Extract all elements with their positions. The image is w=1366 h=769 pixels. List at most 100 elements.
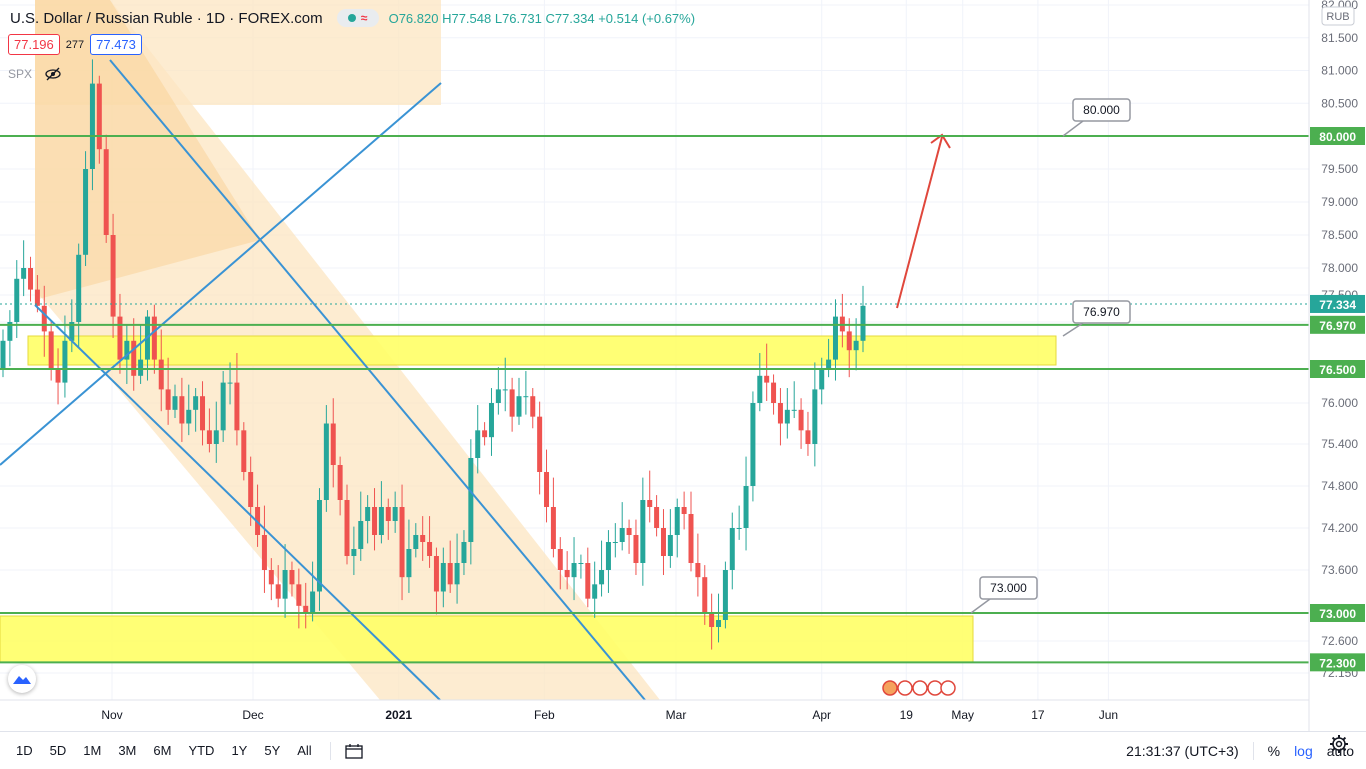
range-3m[interactable]: 3M	[118, 743, 137, 758]
price-level-badge	[1310, 294, 1365, 313]
range-1m[interactable]: 1M	[83, 743, 102, 758]
candle-body	[654, 507, 660, 528]
candle-body	[62, 340, 68, 383]
candle-body	[488, 403, 494, 438]
candle-body	[716, 620, 722, 627]
price-tick-label: 75.400	[1321, 437, 1358, 451]
price-tick-label: 79.500	[1321, 162, 1358, 176]
candle-body	[750, 403, 756, 486]
time-tick-label: 19	[900, 708, 914, 722]
candle-body	[647, 500, 653, 507]
range-1y[interactable]: 1Y	[231, 743, 248, 758]
log-scale-button[interactable]: log	[1294, 742, 1313, 759]
candle-body	[612, 542, 618, 543]
price-level-badge	[1310, 315, 1365, 334]
bottom-toolbar: 1D 5D 1M 3M 6M YTD 1Y 5Y All 21:31:37 (U…	[0, 731, 1366, 769]
candle-body	[771, 382, 777, 403]
callout-leader	[970, 598, 991, 614]
callout-label: 76.970	[1083, 305, 1120, 319]
candle-body	[131, 340, 137, 376]
candle-body	[117, 316, 123, 360]
candle-body	[832, 316, 838, 360]
candle-body	[709, 613, 715, 627]
event-marker-icon	[927, 680, 943, 696]
chart-settings-gear-icon[interactable]	[1328, 733, 1350, 755]
tradingview-logo[interactable]	[8, 665, 36, 693]
range-all[interactable]: All	[297, 743, 312, 758]
candle-body	[193, 396, 199, 410]
buy-button[interactable]: 77.473	[90, 34, 142, 55]
candle-body	[213, 430, 219, 444]
range-6m[interactable]: 6M	[153, 743, 172, 758]
candle-body	[316, 500, 322, 592]
event-markers[interactable]	[882, 680, 956, 696]
candle-body	[41, 305, 47, 332]
event-marker-icon	[912, 680, 928, 696]
candle-body	[578, 563, 584, 564]
candle-body	[344, 500, 350, 556]
range-5y[interactable]: 5Y	[264, 743, 281, 758]
market-status-pill[interactable]: ≈	[336, 9, 379, 27]
candle-body	[736, 528, 742, 529]
price-level-badge	[1310, 653, 1365, 672]
price-level-badge	[1310, 604, 1365, 622]
spread-value: 277	[65, 38, 85, 51]
candle-body	[351, 549, 357, 556]
percent-scale-button[interactable]: %	[1267, 742, 1281, 759]
range-ytd[interactable]: YTD	[188, 743, 215, 758]
logo-mountain-icon	[13, 676, 31, 684]
candle-body	[757, 375, 763, 403]
candle-body	[248, 472, 254, 507]
zone-lower	[0, 615, 974, 663]
price-tick-label: 76.000	[1321, 396, 1358, 410]
price-tick-label: 80.500	[1321, 96, 1358, 110]
candle-body	[200, 396, 206, 431]
compare-symbol[interactable]: SPX	[8, 65, 62, 83]
candlesticks	[0, 59, 866, 650]
candle-body	[365, 507, 371, 521]
range-1d[interactable]: 1D	[16, 743, 33, 758]
candle-body	[688, 514, 694, 563]
callout-leader	[1062, 322, 1084, 337]
candle-body	[846, 331, 852, 351]
ohlc-values: O76.820 H77.548 L76.731 C77.334 +0.514 (…	[388, 10, 696, 26]
candle-body	[28, 268, 34, 290]
candle-body	[406, 549, 412, 578]
price-callouts: 80.000 76.970 73.000	[970, 98, 1131, 614]
compare-symbol-label: SPX	[8, 67, 33, 81]
candle-body	[76, 254, 82, 322]
candle-body	[640, 500, 646, 563]
time-tick-label: 17	[1031, 708, 1045, 722]
candle-body	[69, 322, 75, 341]
candle-body	[523, 396, 529, 398]
candle-body	[605, 542, 611, 570]
sell-button[interactable]: 77.196	[8, 34, 60, 55]
candle-body	[495, 389, 501, 403]
candle-body	[777, 403, 783, 424]
range-5d[interactable]: 5D	[49, 743, 67, 758]
scale-tools: 21:31:37 (UTC+3) % log auto	[1112, 732, 1354, 769]
price-tick-label: 78.500	[1321, 228, 1358, 242]
candle-body	[853, 340, 859, 351]
candle-body	[55, 369, 61, 383]
candle-body	[592, 584, 598, 599]
clock-display[interactable]: 21:31:37 (UTC+3)	[1126, 742, 1239, 759]
hide-eye-icon[interactable]	[44, 65, 62, 83]
candle-body	[296, 584, 302, 606]
callout-box	[1072, 98, 1131, 122]
symbol-title[interactable]: U.S. Dollar / Russian Ruble · 1D · FOREX…	[10, 9, 323, 27]
candle-body	[585, 563, 591, 599]
candle-body	[323, 423, 329, 500]
go-to-date-icon[interactable]	[345, 743, 363, 759]
price-tick-label: 74.800	[1321, 479, 1358, 493]
channel-line-up	[0, 82, 442, 466]
time-axis[interactable]: Nov Dec 2021 Feb Mar Apr 19 May 17 Jun	[0, 699, 1309, 722]
callout-box	[1072, 300, 1131, 324]
callout-label: 80.000	[1083, 103, 1120, 117]
price-tick-label: 79.000	[1321, 195, 1358, 209]
candle-body	[14, 278, 20, 322]
candle-body	[310, 591, 316, 613]
price-axis[interactable]: 82.00081.50081.00080.50080.00079.50079.0…	[1308, 0, 1366, 731]
channel-fill	[35, 0, 260, 300]
